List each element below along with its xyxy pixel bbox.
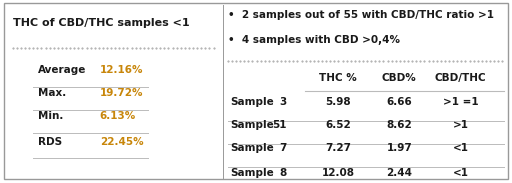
Text: 12.16%: 12.16% — [100, 66, 143, 75]
Text: <1: <1 — [453, 168, 469, 178]
Text: 22.45%: 22.45% — [100, 137, 143, 147]
Text: 6.13%: 6.13% — [100, 111, 136, 121]
Text: Max.: Max. — [38, 88, 67, 98]
Text: 6.52: 6.52 — [325, 120, 351, 130]
Text: CBD/THC: CBD/THC — [435, 73, 486, 83]
Text: Sample: Sample — [230, 120, 274, 130]
Text: 19.72%: 19.72% — [100, 88, 143, 98]
Text: THC of CBD/THC samples <1: THC of CBD/THC samples <1 — [13, 18, 189, 28]
Text: 5.98: 5.98 — [325, 98, 351, 107]
Text: •  2 samples out of 55 with CBD/THC ratio >1: • 2 samples out of 55 with CBD/THC ratio… — [228, 10, 494, 20]
Text: 3: 3 — [280, 98, 287, 107]
Text: Average: Average — [38, 66, 87, 75]
Text: RDS: RDS — [38, 137, 62, 147]
Text: •  4 samples with CBD >0,4%: • 4 samples with CBD >0,4% — [228, 35, 400, 45]
Text: Min.: Min. — [38, 111, 64, 121]
Text: Sample: Sample — [230, 168, 274, 178]
Text: 51: 51 — [272, 120, 287, 130]
FancyBboxPatch shape — [4, 3, 508, 179]
Text: 12.08: 12.08 — [322, 168, 354, 178]
Text: CBD%: CBD% — [382, 73, 417, 83]
Text: THC %: THC % — [319, 73, 357, 83]
Text: >1 =1: >1 =1 — [443, 98, 479, 107]
Text: <1: <1 — [453, 143, 469, 153]
Text: 6.66: 6.66 — [387, 98, 412, 107]
Text: 7: 7 — [280, 143, 287, 153]
Text: Sample: Sample — [230, 143, 274, 153]
Text: 8.62: 8.62 — [387, 120, 412, 130]
Text: 2.44: 2.44 — [387, 168, 412, 178]
Text: Sample: Sample — [230, 98, 274, 107]
Text: 7.27: 7.27 — [325, 143, 351, 153]
Text: 1.97: 1.97 — [387, 143, 412, 153]
Text: >1: >1 — [453, 120, 469, 130]
Text: 8: 8 — [280, 168, 287, 178]
